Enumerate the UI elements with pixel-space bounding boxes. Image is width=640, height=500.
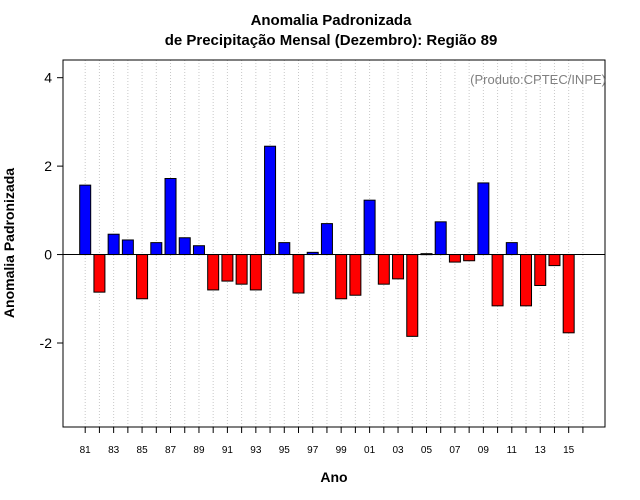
x-tick-label: 83 bbox=[108, 445, 120, 456]
bar-02 bbox=[377, 254, 390, 285]
bar-92 bbox=[235, 254, 248, 285]
x-tick-label: 81 bbox=[80, 445, 92, 456]
x-tick-label: 97 bbox=[307, 445, 319, 456]
x-tick-label: 01 bbox=[364, 445, 376, 456]
plot-frame bbox=[62, 59, 606, 428]
x-tick-label: 15 bbox=[563, 445, 575, 456]
bar-11 bbox=[505, 242, 518, 256]
x-tick-label: 09 bbox=[478, 445, 490, 456]
x-axis: 81 83 85 87 89 91 93 95 97 99 01 03 05 07 09 11 13 15 bbox=[80, 427, 584, 456]
x-tick-label: 13 bbox=[535, 445, 547, 456]
bar-14 bbox=[548, 254, 561, 267]
bar-83 bbox=[107, 233, 120, 256]
bar-89 bbox=[192, 245, 205, 256]
bar-95 bbox=[278, 242, 291, 256]
y-axis: -2 0 2 4 bbox=[40, 70, 63, 351]
bar-86 bbox=[150, 242, 163, 256]
bar-88 bbox=[178, 237, 191, 256]
bar-82 bbox=[93, 254, 106, 293]
bar-10 bbox=[491, 254, 504, 307]
x-tick-label: 89 bbox=[193, 445, 205, 456]
x-tick-label: 85 bbox=[137, 445, 149, 456]
x-tick-label: 05 bbox=[421, 445, 433, 456]
bar-01 bbox=[363, 199, 376, 256]
bar-91 bbox=[221, 254, 234, 282]
x-tick-label: 03 bbox=[392, 445, 404, 456]
bar-03 bbox=[392, 254, 405, 280]
bar-08 bbox=[463, 254, 476, 262]
y-tick-label: -2 bbox=[40, 335, 53, 351]
bar-96 bbox=[292, 254, 305, 294]
bar-98 bbox=[320, 223, 333, 256]
bar-series bbox=[79, 145, 575, 337]
y-axis-label: Anomalia Padronizada bbox=[1, 168, 17, 318]
bar-87 bbox=[164, 178, 177, 256]
bar-99 bbox=[335, 254, 348, 300]
bar-15 bbox=[562, 254, 575, 334]
bar-12 bbox=[520, 254, 533, 307]
bar-00 bbox=[349, 254, 362, 296]
chart-title-line1: Anomalia Padronizada bbox=[251, 12, 413, 29]
chart-title-line2: de Precipitação Mensal (Dezembro): Regiã… bbox=[165, 32, 498, 49]
bar-06 bbox=[434, 221, 447, 256]
x-tick-label: 07 bbox=[449, 445, 461, 456]
bar-90 bbox=[207, 254, 220, 291]
bar-94 bbox=[264, 145, 277, 256]
y-tick-label: 4 bbox=[44, 70, 52, 86]
credit-label: (Produto:CPTEC/INPE) bbox=[470, 72, 606, 87]
x-tick-label: 95 bbox=[279, 445, 291, 456]
bar-81 bbox=[79, 184, 92, 256]
x-tick-label: 87 bbox=[165, 445, 177, 456]
bar-07 bbox=[448, 254, 461, 263]
bar-04 bbox=[406, 254, 419, 337]
x-tick-label: 99 bbox=[336, 445, 348, 456]
bar-93 bbox=[249, 254, 262, 291]
x-tick-label: 91 bbox=[222, 445, 234, 456]
bar-85 bbox=[136, 254, 149, 300]
y-tick-label: 2 bbox=[44, 158, 52, 174]
x-axis-label: Ano bbox=[320, 469, 347, 485]
bar-84 bbox=[121, 239, 134, 256]
bar-13 bbox=[534, 254, 547, 287]
y-tick-label: 0 bbox=[44, 247, 52, 263]
x-tick-label: 93 bbox=[250, 445, 262, 456]
bar-09 bbox=[477, 182, 490, 256]
x-tick-label: 11 bbox=[507, 445, 518, 456]
